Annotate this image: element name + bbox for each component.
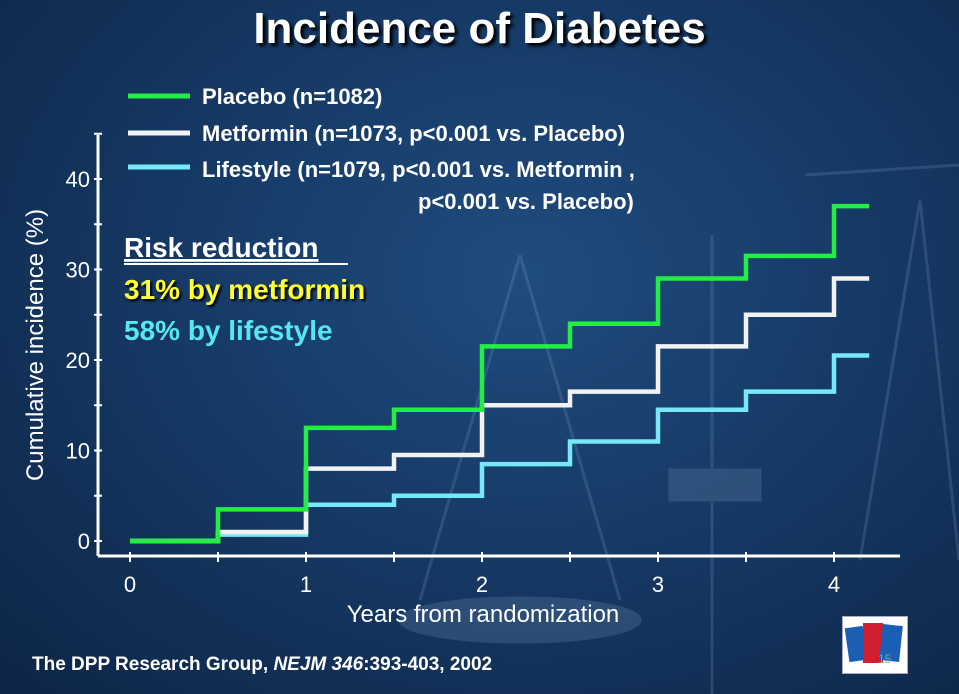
legend-label-metformin: Metformin (n=1073, p<0.001 vs. Placebo) <box>202 121 625 146</box>
citation: The DPP Research Group, NEJM 346:393-403… <box>32 654 492 676</box>
y-tick-label: 10 <box>66 439 90 464</box>
citation-suffix: :393-403, 2002 <box>363 654 493 675</box>
x-tick-label: 0 <box>124 572 136 597</box>
x-tick-label: 1 <box>300 572 312 597</box>
y-tick-label: 20 <box>66 348 90 373</box>
x-tick-label: 4 <box>828 572 840 597</box>
series-line-metformin <box>130 276 870 544</box>
legend-label-lifestyle-line2: p<0.001 vs. Placebo) <box>418 189 634 214</box>
x-tick-label: 2 <box>476 572 488 597</box>
scale-watermark <box>398 163 959 694</box>
y-ticks: 0 10 20 30 40 <box>66 132 102 554</box>
series-line-placebo <box>130 203 870 544</box>
slide-number: 15 <box>878 652 892 666</box>
legend-label-placebo: Placebo (n=1082) <box>202 84 382 109</box>
y-tick-label: 0 <box>78 529 90 554</box>
y-tick-label: 40 <box>66 167 90 192</box>
risk-reduction-lifestyle: 58% by lifestyle <box>124 315 333 346</box>
x-tick-label: 3 <box>652 572 664 597</box>
series-line-lifestyle <box>130 353 870 544</box>
citation-journal: NEJM 346 <box>273 654 364 675</box>
slide-title: Incidence of Diabetes <box>253 4 706 53</box>
dpp-logo <box>842 616 908 674</box>
series-lines <box>130 203 870 544</box>
y-tick-label: 30 <box>66 258 90 283</box>
x-ticks: 0 1 2 3 4 <box>124 552 840 597</box>
y-axis-title: Cumulative incidence (%) <box>22 209 49 481</box>
citation-prefix: The DPP Research Group, <box>32 654 274 675</box>
legend: Placebo (n=1082) Metformin (n=1073, p<0.… <box>128 84 635 214</box>
risk-reduction-heading: Risk reduction <box>124 232 318 263</box>
risk-reduction-annotation: Risk reduction 31% by metformin 58% by l… <box>124 232 365 346</box>
legend-label-lifestyle-line1: Lifestyle (n=1079, p<0.001 vs. Metformin… <box>202 157 635 182</box>
x-axis-title: Years from randomization <box>347 601 620 628</box>
risk-reduction-metformin: 31% by metformin <box>124 274 365 305</box>
